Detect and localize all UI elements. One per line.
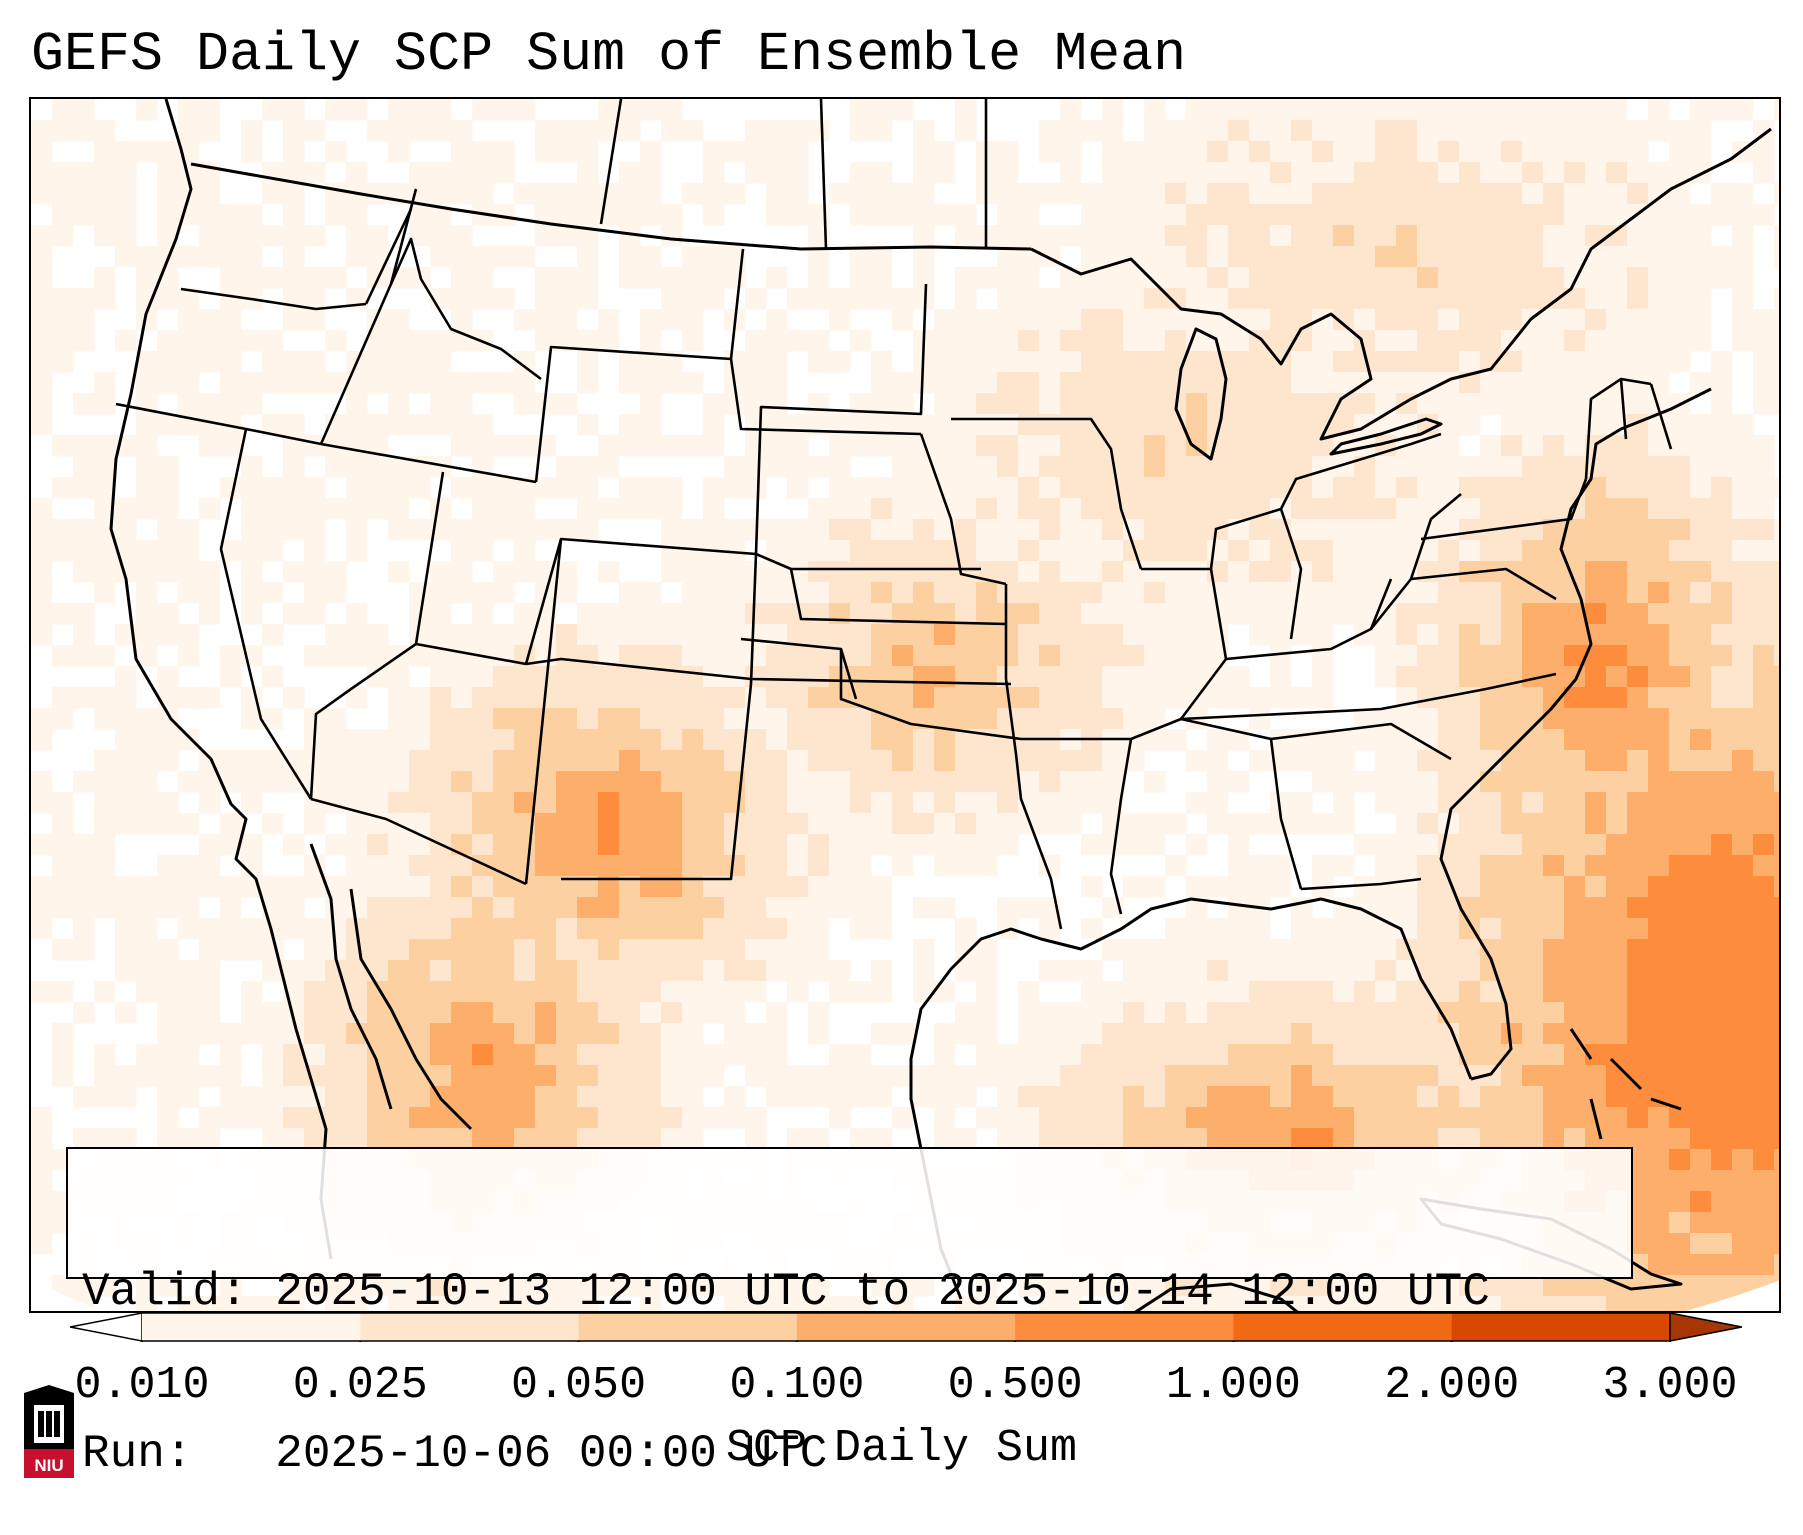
colorbar-tick-label: 0.025 [292, 1360, 428, 1411]
colorbar-segment [142, 1313, 361, 1341]
map-panel [29, 97, 1781, 1313]
bahamas-outline [1569, 1028, 1682, 1140]
run-time-text: Run: 2025-10-06 00:00 UTC [82, 1428, 828, 1480]
colorbar-extend-min [69, 1312, 143, 1342]
map-canvas [31, 99, 1779, 1311]
colorbar-segment [1233, 1313, 1453, 1341]
west-coast-line [109, 99, 333, 1260]
colorbar-tick-label: 3.000 [1602, 1360, 1738, 1411]
colorbar-segment [796, 1313, 1016, 1341]
colorbar-tick-label: 0.100 [729, 1360, 865, 1411]
colorbar-segment [578, 1313, 798, 1341]
gulf-coast-line [909, 897, 1473, 1300]
colorbar [69, 1312, 1743, 1346]
colorbar-segments [69, 1312, 1743, 1346]
canada-border [190, 162, 1032, 251]
lake-erie-outline [1329, 417, 1443, 456]
niu-logo: NIU [24, 1385, 74, 1478]
yucatan-coast [1134, 1282, 1299, 1311]
mexico-west-coast [349, 888, 473, 1131]
colorbar-tick-labels: 0.010 0.025 0.050 0.100 0.500 1.000 2.000 3.000 [0, 1358, 1803, 1414]
scp-shading [31, 99, 1779, 1311]
lake-michigan-outline [1174, 327, 1228, 461]
colorbar-tick-label: 1.000 [1165, 1360, 1301, 1411]
colorbar-tick-label: 0.050 [511, 1360, 647, 1411]
niu-logo-text: NIU [34, 1456, 63, 1475]
valid-time-text: Valid: 2025-10-13 12:00 UTC to 2025-10-1… [82, 1266, 1490, 1318]
great-lakes-outline [1030, 127, 1772, 441]
valid-run-info-box: Valid: 2025-10-13 12:00 UTC to 2025-10-1… [66, 1147, 1633, 1480]
colorbar-segment [1451, 1313, 1671, 1341]
colorbar-extend-max [1669, 1312, 1743, 1342]
east-coast-line [1439, 387, 1712, 1081]
baja-coast-line [309, 843, 393, 1110]
colorbar-segment [1015, 1313, 1234, 1341]
colorbar-tick-label: 0.010 [74, 1360, 210, 1411]
colorbar-segment [360, 1313, 580, 1341]
colorbar-tick-label: 2.000 [1384, 1360, 1520, 1411]
colorbar-label: SCP Daily Sum [725, 1423, 1078, 1474]
map-title: GEFS Daily SCP Sum of Ensemble Mean [31, 23, 1187, 86]
colorbar-tick-label: 0.500 [947, 1360, 1083, 1411]
state-borders [115, 99, 1673, 930]
colorbar-svg [69, 1312, 1743, 1346]
